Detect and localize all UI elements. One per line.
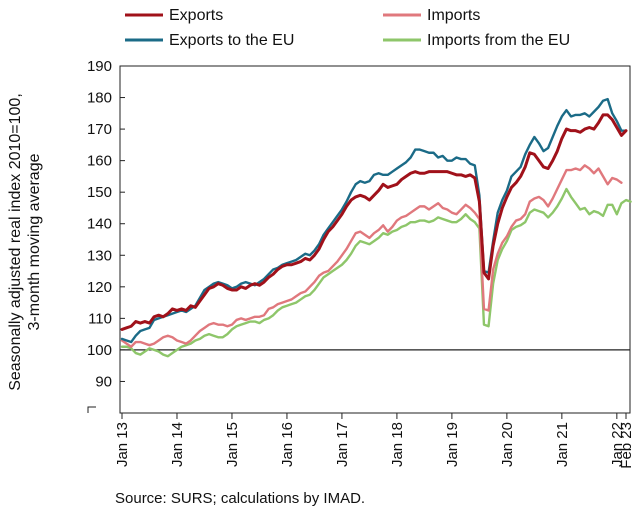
y-tick-label: 180 — [87, 90, 112, 107]
y-axis-ticks: 190 180 170 160 150 140 130 120 110 100 90 — [87, 58, 125, 390]
legend-label-exports: Exports — [169, 7, 223, 24]
x-tick-label: Feb 23 — [618, 422, 635, 469]
series-lines — [120, 97, 632, 358]
legend-label-imports: Imports — [427, 7, 480, 24]
legend-item-imports-eu: Imports from the EU — [383, 32, 570, 49]
y-tick-label: 110 — [88, 310, 112, 327]
x-tick-label: Jan 16 — [279, 422, 296, 467]
y-axis-title-line-1: Seasonally adjusted real index 2010=100, — [7, 93, 24, 391]
legend-item-exports-eu: Exports to the EU — [125, 32, 294, 49]
x-tick-label: Jan 22 — [609, 422, 626, 467]
y-tick-label: 170 — [87, 121, 112, 138]
y-axis-title-line-2: 3-month moving average — [26, 153, 43, 330]
legend-label-exports-eu: Exports to the EU — [169, 32, 294, 49]
y-axis-title: Seasonally adjusted real index 2010=100,… — [7, 93, 43, 391]
series-line-exports — [120, 113, 628, 331]
axis-break-marker — [87, 406, 96, 413]
series-line-exports-to-the-eu — [120, 97, 628, 344]
x-tick-label: Jan 17 — [334, 422, 351, 467]
y-tick-label: 120 — [87, 279, 112, 296]
source-note: Source: SURS; calculations by IMAD. — [115, 490, 365, 507]
y-tick-label: 140 — [87, 216, 112, 233]
legend: Exports Imports Exports to the EU Import… — [125, 7, 570, 49]
x-tick-label: Jan 14 — [169, 422, 186, 467]
x-tick-label: Jan 20 — [499, 422, 516, 467]
series-line-imports-from-the-eu — [120, 187, 632, 358]
legend-item-exports: Exports — [125, 7, 223, 24]
x-tick-label: Jan 15 — [224, 422, 241, 467]
y-tick-label: 190 — [87, 58, 112, 75]
series-line-imports — [120, 164, 623, 348]
y-tick-label: 100 — [87, 342, 112, 359]
y-tick-label: 130 — [87, 247, 112, 264]
x-tick-label: Jan 21 — [554, 422, 571, 467]
legend-item-imports: Imports — [383, 7, 480, 24]
y-tick-label: 90 — [95, 373, 112, 390]
x-tick-label: Jan 19 — [444, 422, 461, 467]
x-tick-label: Jan 13 — [114, 422, 131, 467]
x-axis-ticks: Jan 13 Jan 14 Jan 15 Jan 16 Jan 17 Jan 18 Jan … — [114, 413, 635, 469]
y-tick-label: 150 — [87, 184, 112, 201]
y-tick-label: 160 — [87, 153, 112, 170]
legend-label-imports-eu: Imports from the EU — [427, 32, 570, 49]
x-tick-label: Jan 18 — [389, 422, 406, 467]
plot-frame — [119, 65, 631, 414]
